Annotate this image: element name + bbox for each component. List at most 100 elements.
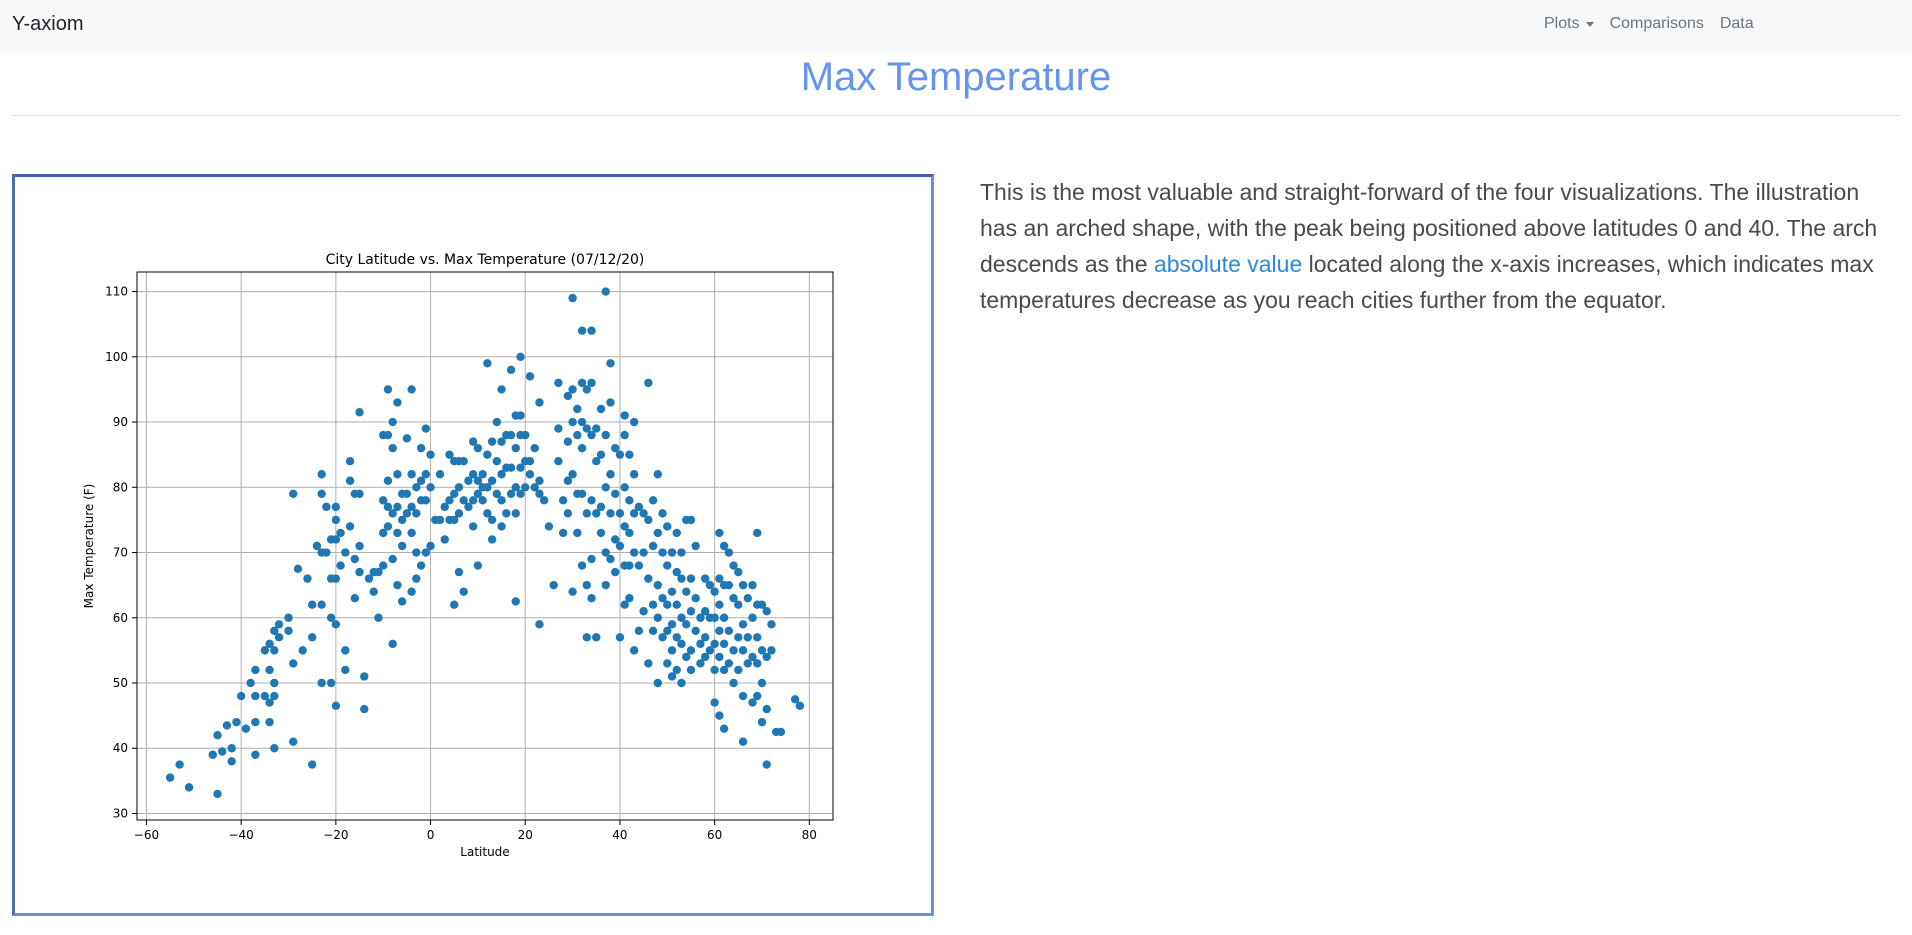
data-point: [710, 698, 719, 707]
data-point: [700, 574, 710, 583]
data-point: [658, 633, 667, 642]
data-point: [625, 593, 634, 603]
data-point: [596, 528, 606, 538]
data-point: [615, 450, 625, 459]
data-point: [743, 593, 752, 603]
data-point: [412, 548, 421, 557]
data-point: [331, 574, 341, 583]
data-point: [521, 430, 530, 440]
scatter-chart: −60 −40 −20 0 20 40 60 80 30 40 50 60 70 80 90 100 110 Ci…: [82, 252, 834, 859]
x-tick-label: −60: [134, 828, 159, 842]
data-point: [341, 548, 350, 557]
nav-data-link[interactable]: Data: [1719, 15, 1754, 32]
data-point: [757, 600, 767, 609]
data-point: [762, 760, 771, 769]
data-point: [412, 509, 421, 518]
description-before: This is the most valuable and straight-f…: [980, 179, 1878, 277]
data-point: [502, 509, 511, 518]
data-point: [611, 443, 620, 453]
data-point: [644, 378, 653, 388]
data-point: [582, 580, 591, 590]
data-point: [393, 398, 402, 407]
data-point: [601, 548, 610, 557]
data-point: [563, 391, 573, 401]
nav-comparisons-link[interactable]: Comparisons: [1609, 15, 1704, 32]
data-point: [696, 613, 705, 622]
data-point: [767, 620, 776, 629]
data-point: [388, 443, 397, 453]
data-point: [587, 326, 596, 335]
data-point: [402, 509, 412, 518]
data-point: [648, 541, 658, 551]
data-point: [454, 509, 464, 518]
data-point: [246, 678, 255, 688]
data-point: [293, 564, 303, 574]
data-point: [795, 701, 805, 711]
data-point: [307, 760, 317, 769]
data-point: [634, 502, 644, 512]
data-point: [350, 593, 359, 603]
data-point: [790, 695, 800, 704]
data-point: [270, 691, 279, 701]
data-point: [497, 522, 506, 531]
data-point: [426, 450, 435, 459]
data-point: [601, 430, 610, 440]
data-point: [648, 626, 658, 636]
data-point: [421, 470, 431, 479]
data-point: [383, 522, 393, 531]
data-point: [511, 443, 520, 453]
data-point: [468, 470, 478, 479]
data-point: [653, 528, 663, 538]
data-point: [251, 665, 260, 675]
nav-plots-dropdown[interactable]: Plots: [1544, 15, 1594, 33]
data-point: [577, 326, 587, 335]
data-point: [525, 456, 535, 466]
data-point: [596, 404, 606, 414]
data-point: [743, 633, 752, 642]
nav-plots-label: Plots: [1544, 15, 1580, 32]
data-point: [379, 528, 388, 538]
brand-link[interactable]: Y-axiom: [12, 13, 84, 35]
data-point: [696, 639, 705, 649]
data-point: [582, 424, 591, 433]
data-point: [478, 496, 487, 505]
data-point: [416, 561, 426, 570]
data-point: [303, 574, 312, 583]
data-point: [663, 659, 672, 668]
data-point: [757, 678, 767, 688]
data-point: [317, 489, 326, 499]
data-point: [393, 580, 402, 590]
data-point: [511, 509, 520, 518]
data-point: [487, 476, 497, 485]
data-point: [307, 600, 317, 609]
data-point: [710, 639, 719, 649]
data-point: [274, 633, 284, 642]
data-point: [393, 502, 402, 512]
data-point: [426, 483, 435, 492]
data-point: [516, 352, 525, 362]
data-point: [521, 483, 530, 492]
data-point: [653, 470, 663, 479]
data-point: [573, 404, 582, 414]
data-point: [568, 470, 577, 479]
data-point: [184, 783, 194, 792]
data-point: [729, 593, 738, 603]
x-axis-label: Latitude: [460, 845, 509, 859]
data-point: [663, 600, 672, 609]
data-point: [715, 528, 724, 538]
data-point: [601, 287, 610, 296]
chart-figure: −60 −40 −20 0 20 40 60 80 30 40 50 60 70 80 90 100 110 Ci…: [12, 174, 934, 916]
y-tick-label: 30: [113, 806, 128, 820]
data-point: [568, 587, 577, 596]
data-point: [715, 574, 724, 583]
data-point: [483, 359, 492, 368]
absolute-value-link[interactable]: absolute value: [1153, 251, 1303, 277]
data-point: [686, 607, 696, 616]
data-point: [568, 417, 577, 427]
data-point: [421, 424, 431, 433]
data-point: [251, 750, 260, 759]
data-point: [700, 652, 710, 662]
data-point: [724, 659, 734, 668]
data-point: [284, 613, 293, 622]
data-point: [345, 476, 355, 485]
